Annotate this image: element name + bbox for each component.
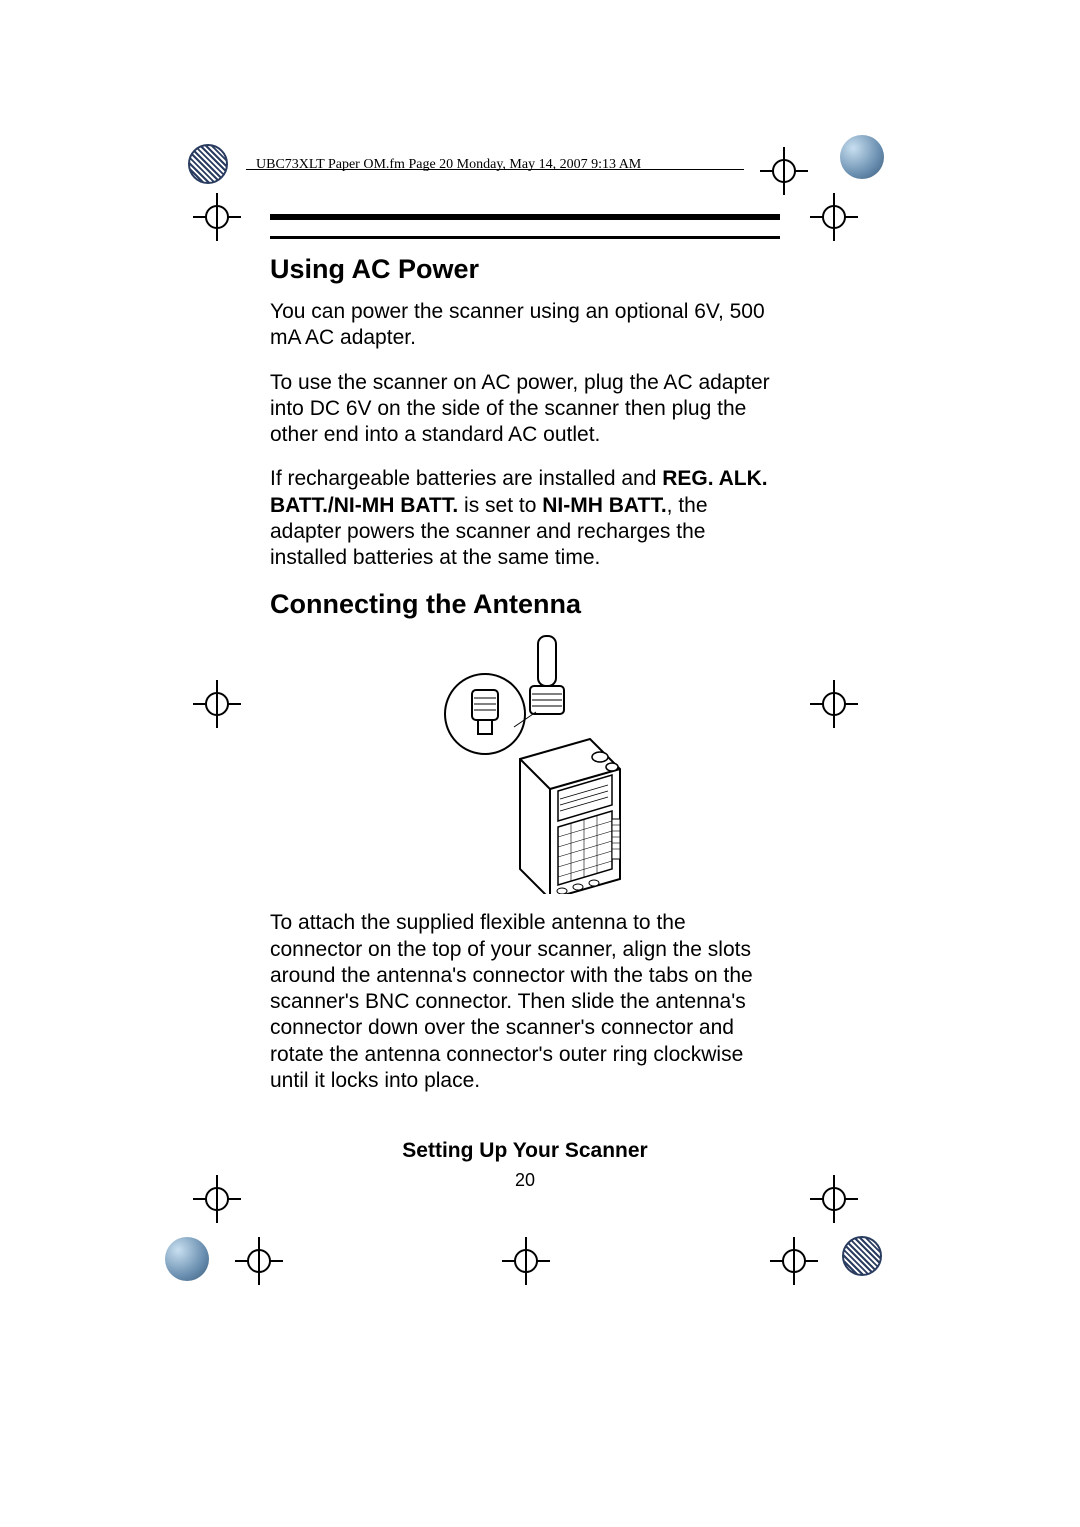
crosshair-top-left <box>193 193 241 241</box>
content-area: Using AC Power You can power the scanner… <box>270 254 780 1112</box>
crosshair-bottom-right-1 <box>810 1175 858 1223</box>
crosshair-top-right <box>810 193 858 241</box>
crosshair-top-inner <box>760 147 808 195</box>
rule-thick <box>270 214 780 220</box>
footer-section-title: Setting Up Your Scanner <box>270 1139 780 1163</box>
registration-sphere-bottom-left <box>165 1237 209 1281</box>
running-head: UBC73XLT Paper OM.fm Page 20 Monday, May… <box>256 157 641 173</box>
crosshair-bottom-left-1 <box>193 1175 241 1223</box>
crosshair-bottom-left-2 <box>235 1237 283 1285</box>
registration-sphere-top-right <box>840 135 884 179</box>
antenna-diagram <box>420 634 630 894</box>
crosshair-mid-left <box>193 680 241 728</box>
ac-p3-c: is set to <box>458 494 542 517</box>
crosshair-bottom-center <box>502 1237 550 1285</box>
ac-power-p3: If rechargeable batteries are installed … <box>270 466 780 571</box>
crosshair-mid-right <box>810 680 858 728</box>
heading-antenna: Connecting the Antenna <box>270 589 780 620</box>
ac-p3-a: If rechargeable batteries are installed … <box>270 467 662 490</box>
antenna-p1: To attach the supplied flexible antenna … <box>270 910 780 1094</box>
ac-p3-d: NI-MH BATT. <box>542 494 666 517</box>
registration-hatch-top-left <box>188 144 228 184</box>
ac-power-p2: To use the scanner on AC power, plug the… <box>270 370 780 449</box>
page-number: 20 <box>270 1170 780 1191</box>
crosshair-bottom-right-2 <box>770 1237 818 1285</box>
page-container: UBC73XLT Paper OM.fm Page 20 Monday, May… <box>0 0 1080 1527</box>
heading-ac-power: Using AC Power <box>270 254 780 285</box>
ac-power-p1: You can power the scanner using an optio… <box>270 299 780 352</box>
rule-thin <box>270 236 780 239</box>
registration-hatch-bottom-right <box>842 1236 882 1276</box>
